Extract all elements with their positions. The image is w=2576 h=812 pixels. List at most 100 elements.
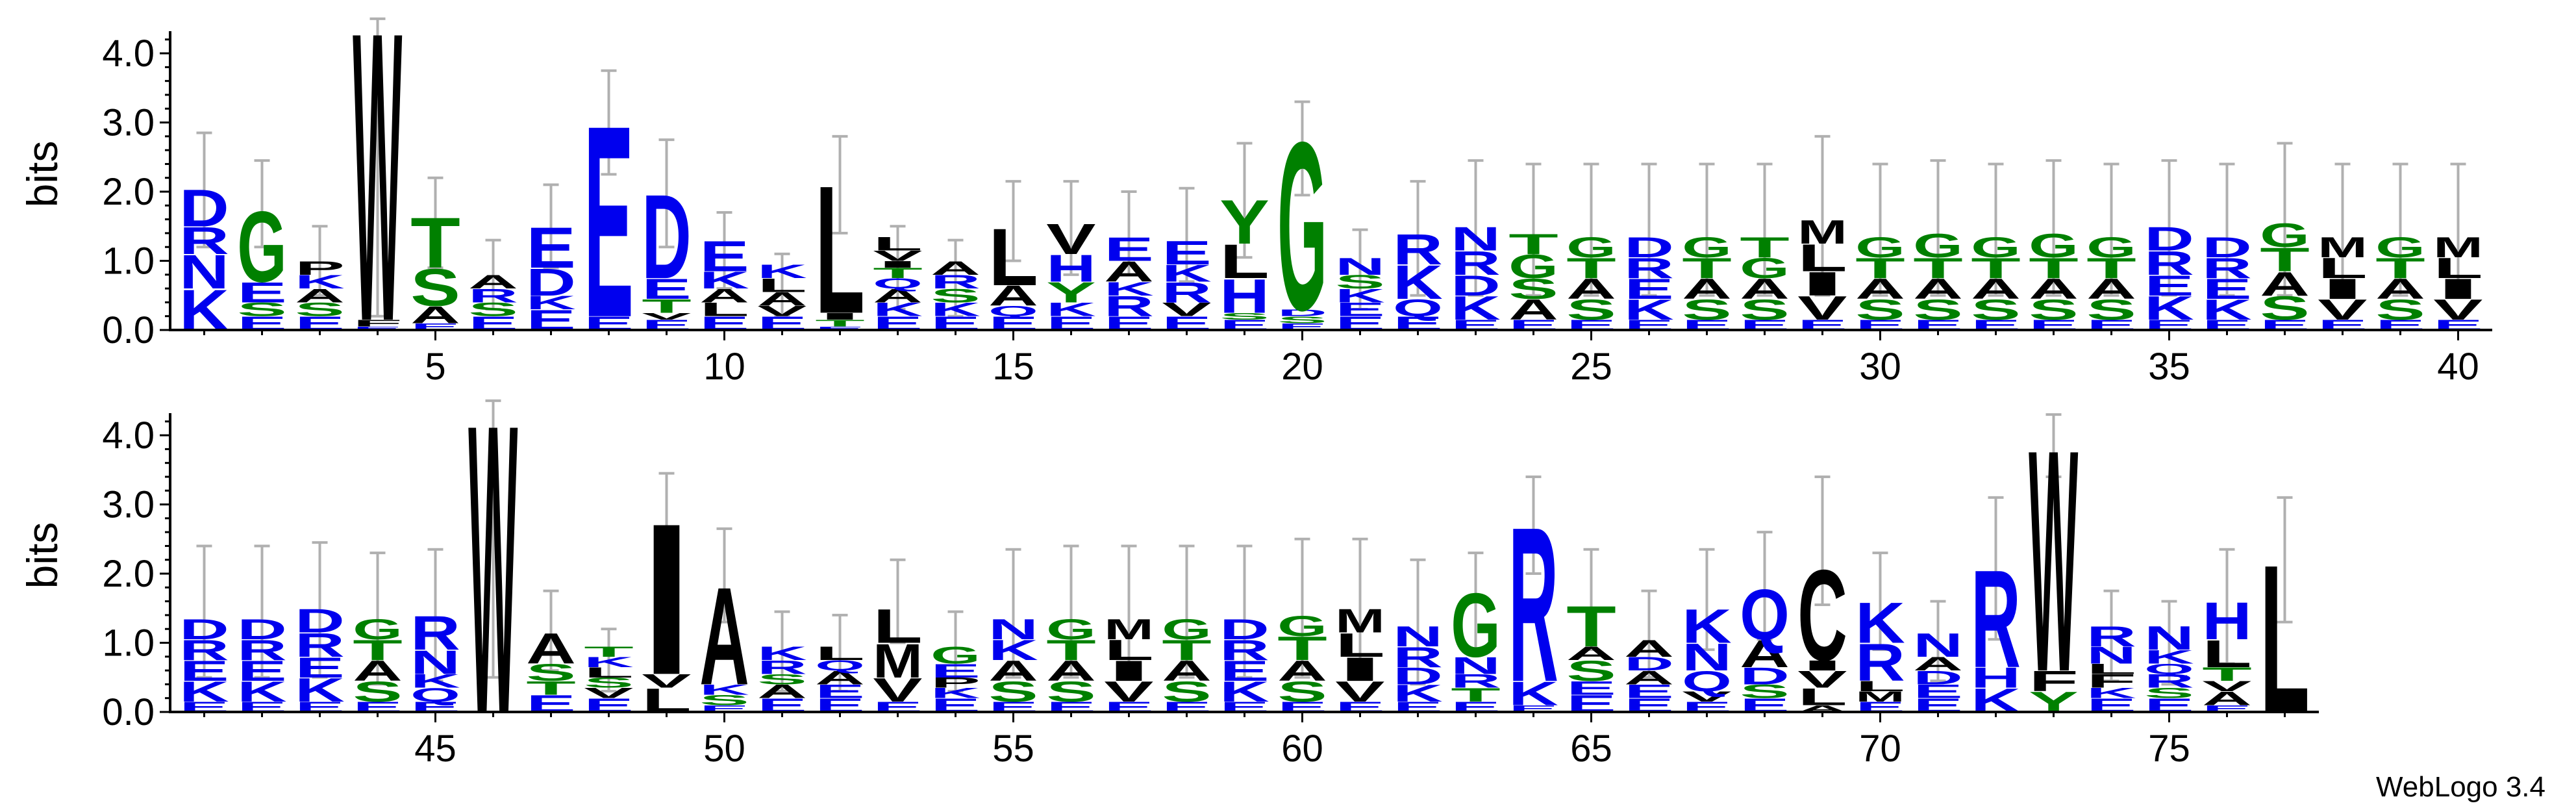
logo-letter: V xyxy=(584,685,633,702)
x-tick-label: 35 xyxy=(2148,346,2190,388)
logo-letter: Y xyxy=(1046,277,1096,309)
logo-letter: W xyxy=(353,0,403,408)
logo-letter: K xyxy=(988,634,1038,666)
logo-letter: A xyxy=(2029,273,2079,305)
logo-letter: T xyxy=(815,318,865,329)
logo-letter: R xyxy=(1855,633,1905,692)
logo-letter: A xyxy=(1566,273,1616,305)
y-tick-label: 2.0 xyxy=(102,553,155,595)
logo-letter: K xyxy=(295,272,345,293)
y-tick-label: 1.0 xyxy=(102,240,155,283)
logo-letter: E xyxy=(642,273,692,305)
x-tick-label: 25 xyxy=(1570,346,1612,388)
logo-letter: A xyxy=(988,280,1038,312)
logo-letter: A xyxy=(410,301,460,328)
logo-letter: K xyxy=(873,299,923,320)
logo-letter: P xyxy=(295,257,345,279)
logo-letter: E xyxy=(353,325,403,331)
logo-letter: H xyxy=(1046,247,1096,290)
logo-letter: R xyxy=(2144,671,2194,692)
logo-letter: E xyxy=(295,652,345,683)
logo-letter: T xyxy=(2029,252,2079,285)
x-tick-label: 5 xyxy=(425,346,445,388)
logo-letter: I xyxy=(1797,265,1847,303)
logo-letter: V xyxy=(1797,289,1847,327)
logo-letter: E xyxy=(1566,678,1616,699)
logo-letter: W xyxy=(2029,384,2079,739)
logo-letter: T xyxy=(2260,241,2310,279)
logo-letter: S xyxy=(584,675,634,691)
logo-letter: K xyxy=(699,267,749,294)
logo-letter: K xyxy=(410,671,460,692)
logo-letter: L xyxy=(1855,678,1905,694)
axes xyxy=(169,413,2319,713)
logo-panel-bottom: bits 0.01.02.03.04.0 EKERDEKERDEKERDESAT… xyxy=(18,339,2319,800)
logo-letter: K xyxy=(1335,285,1385,307)
logo-letter: A xyxy=(988,655,1038,687)
logo-letter: K xyxy=(1104,279,1154,300)
logo-letter: D xyxy=(1277,308,1327,318)
x-tick-label: 45 xyxy=(414,728,456,770)
logo-letter: S xyxy=(2086,294,2136,325)
logo-letter: T xyxy=(1566,595,1616,659)
logo-letter: G xyxy=(1566,232,1616,264)
logo-letter: M xyxy=(1104,614,1154,646)
logo-letter: L xyxy=(873,233,923,255)
logo-letter: T xyxy=(1682,252,1732,285)
logo-letter: D xyxy=(295,602,345,640)
logo-letter: G xyxy=(353,614,403,646)
logo-letter: K xyxy=(295,671,345,709)
logo-letter: A xyxy=(699,285,749,307)
x-tick-label: 60 xyxy=(1281,728,1323,770)
logo-letter: E xyxy=(931,660,981,681)
logo-letter: K xyxy=(757,643,807,665)
logo-letter: I xyxy=(1335,650,1385,688)
logo-letter: S xyxy=(1913,294,1963,325)
logo-letter: A xyxy=(1104,256,1154,288)
logo-letter: S xyxy=(526,659,576,686)
logo-letter: R xyxy=(1219,634,1269,666)
x-tick-label: 65 xyxy=(1570,728,1612,770)
logo-letter: A xyxy=(1971,273,2021,305)
logo-letter: Y xyxy=(1219,188,1269,257)
logo-letter: K xyxy=(1508,675,1558,713)
logo-letter: M xyxy=(2433,232,2483,264)
logo-letter: A xyxy=(2375,273,2425,305)
logo-letter: G xyxy=(2029,227,2079,264)
logo-letter: T xyxy=(410,203,460,284)
logo-letter: G xyxy=(1855,232,1905,264)
logo-letter: S xyxy=(1277,676,1327,707)
logo-letter: G xyxy=(1277,93,1327,361)
logo-letter: D xyxy=(179,179,229,238)
logo-letter: L xyxy=(2202,632,2252,675)
logo-letter: C xyxy=(1797,542,1847,688)
logo-letter: K xyxy=(757,261,807,283)
logo-letter: D xyxy=(526,261,576,304)
logo-letter: L xyxy=(1104,634,1154,666)
logo-letter: N xyxy=(2144,620,2194,657)
logo-letter: S xyxy=(237,299,287,320)
logo-letter: L xyxy=(1797,683,1847,711)
logo-letter: A xyxy=(468,272,518,293)
logo-letter: S xyxy=(1855,294,1905,325)
logo-letter: V xyxy=(1335,676,1384,708)
logo-letter: I xyxy=(815,311,865,322)
logo-letter: S xyxy=(295,299,345,320)
logo-letter: K xyxy=(1624,294,1674,326)
logo-letter: K xyxy=(1219,676,1269,708)
logo-letter: G xyxy=(237,190,287,303)
y-tick-label: 3.0 xyxy=(102,102,155,144)
logo-letter: G xyxy=(1971,232,2021,264)
logo-letter: R xyxy=(1624,252,1674,285)
logo-letter: P xyxy=(931,675,981,691)
logo-letter: F xyxy=(2029,665,2079,698)
logo-letter: T xyxy=(642,296,692,317)
logo-letter: G xyxy=(1508,247,1558,285)
logo-letter: S xyxy=(1046,676,1096,707)
logo-letter: T xyxy=(873,265,923,281)
logo-letter: N xyxy=(988,613,1038,646)
logo-letter: E xyxy=(584,69,634,375)
logo-letter: M xyxy=(1855,689,1905,705)
logo-letter: I xyxy=(1104,655,1154,687)
logo-letter: R xyxy=(1104,290,1154,323)
